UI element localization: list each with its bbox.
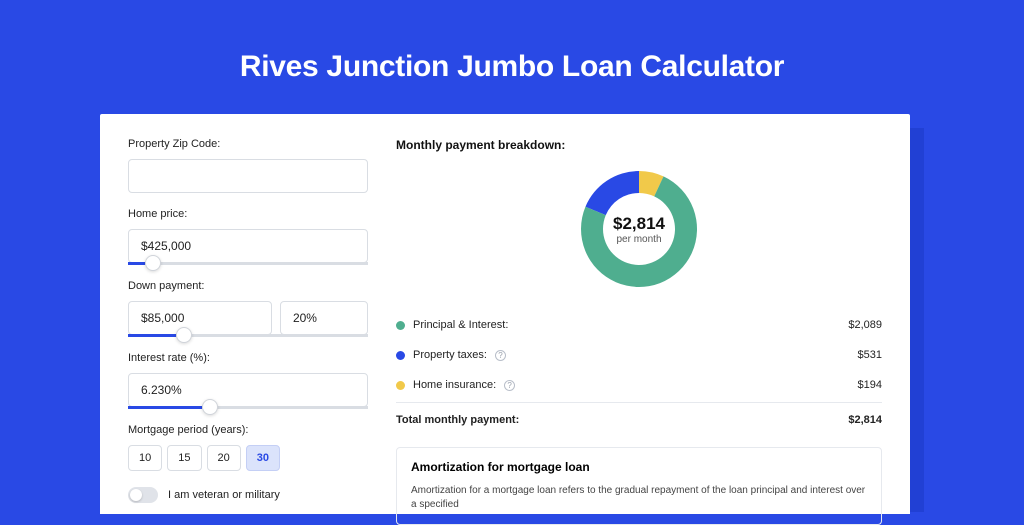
interest-rate-label: Interest rate (%): — [128, 352, 368, 364]
down-payment-field: Down payment: — [128, 280, 368, 337]
calculator-card: Property Zip Code: Home price: Down paym… — [100, 114, 910, 514]
veteran-toggle-label: I am veteran or military — [168, 489, 280, 501]
term-button-10[interactable]: 10 — [128, 445, 162, 471]
zip-label: Property Zip Code: — [128, 138, 368, 150]
home-price-slider-thumb[interactable] — [145, 255, 161, 271]
dot-taxes — [396, 351, 405, 360]
info-icon[interactable]: ? — [495, 350, 506, 361]
dot-principal — [396, 321, 405, 330]
legend-value-insurance: $194 — [858, 379, 882, 391]
interest-rate-slider-fill — [128, 406, 202, 409]
form-column: Property Zip Code: Home price: Down paym… — [128, 138, 368, 514]
donut-chart-wrap: $2,814 per month — [396, 168, 882, 290]
term-button-30[interactable]: 30 — [246, 445, 280, 471]
mortgage-period-label: Mortgage period (years): — [128, 424, 368, 436]
down-payment-percent-input[interactable] — [280, 301, 368, 335]
interest-rate-field: Interest rate (%): — [128, 352, 368, 409]
legend-row-insurance: Home insurance: ? $194 — [396, 370, 882, 400]
down-payment-slider[interactable] — [128, 334, 368, 337]
home-price-input[interactable] — [128, 229, 368, 263]
legend-label-insurance: Home insurance: — [413, 379, 496, 391]
mortgage-period-buttons: 10 15 20 30 — [128, 445, 368, 471]
breakdown-column: Monthly payment breakdown: — [396, 138, 882, 514]
page-title: Rives Junction Jumbo Loan Calculator — [100, 50, 924, 84]
veteran-toggle-row: I am veteran or military — [128, 487, 368, 503]
total-label: Total monthly payment: — [396, 414, 519, 426]
legend-row-principal: Principal & Interest: $2,089 — [396, 310, 882, 340]
legend-value-principal: $2,089 — [848, 319, 882, 331]
info-icon[interactable]: ? — [504, 380, 515, 391]
legend-label-taxes: Property taxes: — [413, 349, 487, 361]
donut-amount: $2,814 — [613, 214, 665, 234]
veteran-toggle[interactable] — [128, 487, 158, 503]
mortgage-period-field: Mortgage period (years): 10 15 20 30 — [128, 424, 368, 471]
legend-row-total: Total monthly payment: $2,814 — [396, 402, 882, 435]
down-payment-slider-fill — [128, 334, 176, 337]
down-payment-slider-thumb[interactable] — [176, 327, 192, 343]
interest-rate-input[interactable] — [128, 373, 368, 407]
zip-input[interactable] — [128, 159, 368, 193]
card-shadow — [910, 128, 924, 512]
down-payment-input[interactable] — [128, 301, 272, 335]
amortization-box: Amortization for mortgage loan Amortizat… — [396, 447, 882, 525]
home-price-label: Home price: — [128, 208, 368, 220]
home-price-slider-fill — [128, 262, 145, 265]
amortization-title: Amortization for mortgage loan — [411, 460, 867, 474]
total-value: $2,814 — [848, 414, 882, 426]
breakdown-title: Monthly payment breakdown: — [396, 138, 882, 152]
zip-field: Property Zip Code: — [128, 138, 368, 193]
term-button-15[interactable]: 15 — [167, 445, 201, 471]
interest-rate-slider-thumb[interactable] — [202, 399, 218, 415]
legend-label-principal: Principal & Interest: — [413, 319, 508, 331]
donut-sub-label: per month — [616, 234, 661, 245]
down-payment-label: Down payment: — [128, 280, 368, 292]
amortization-text: Amortization for a mortgage loan refers … — [411, 484, 867, 512]
interest-rate-slider[interactable] — [128, 406, 368, 409]
legend-row-taxes: Property taxes: ? $531 — [396, 340, 882, 370]
legend-value-taxes: $531 — [858, 349, 882, 361]
term-button-20[interactable]: 20 — [207, 445, 241, 471]
donut-chart: $2,814 per month — [578, 168, 700, 290]
home-price-slider[interactable] — [128, 262, 368, 265]
dot-insurance — [396, 381, 405, 390]
home-price-field: Home price: — [128, 208, 368, 265]
donut-center: $2,814 per month — [578, 168, 700, 290]
